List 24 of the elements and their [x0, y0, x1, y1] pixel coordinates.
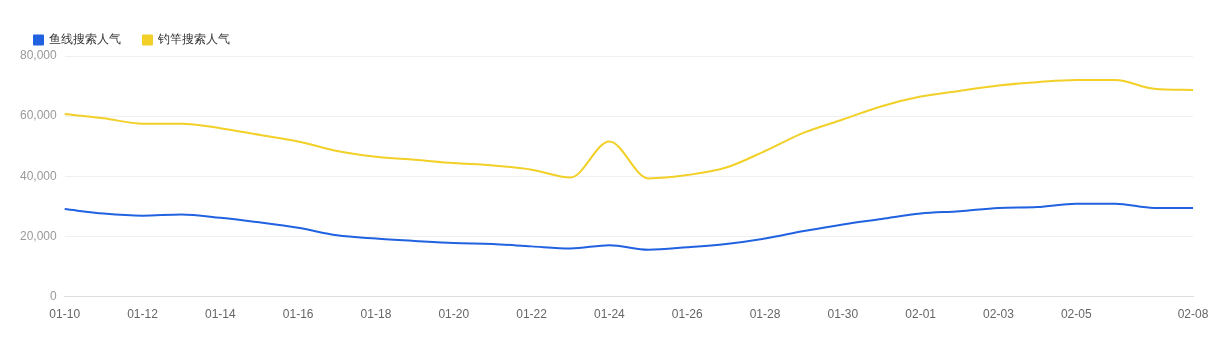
x-tick-label: 02-05: [1060, 307, 1092, 322]
x-tick-label: 01-12: [127, 307, 159, 322]
x-tick-label: 01-20: [438, 307, 470, 322]
x-tick-label: 01-16: [282, 307, 314, 322]
y-tick-label: 40,000: [20, 168, 58, 183]
x-tick-label: 01-28: [749, 307, 781, 322]
x-tick-label: 02-08: [1177, 307, 1209, 322]
x-tick-label: 02-03: [983, 307, 1015, 322]
x-tick-label: 01-18: [360, 307, 392, 322]
x-tick-label: 01-10: [49, 307, 81, 322]
line-series: [63, 202, 1194, 251]
y-tick-label: 20,000: [20, 228, 58, 243]
x-tick-label: 01-22: [516, 307, 548, 322]
line-series: [63, 79, 1194, 180]
y-tick-label: 80,000: [20, 48, 58, 63]
x-tick-label: 02-01: [905, 307, 937, 322]
x-tick-label: 01-30: [827, 307, 859, 322]
x-tick-label: 01-14: [204, 307, 236, 322]
legend-label: 鱼线搜索人气: [49, 32, 121, 47]
x-tick-label: 01-24: [594, 307, 626, 322]
y-tick-label: 0: [50, 288, 58, 303]
y-tick-label: 60,000: [20, 108, 58, 123]
legend-label: 钓竿搜索人气: [157, 32, 230, 47]
x-tick-label: 01-26: [671, 307, 703, 322]
